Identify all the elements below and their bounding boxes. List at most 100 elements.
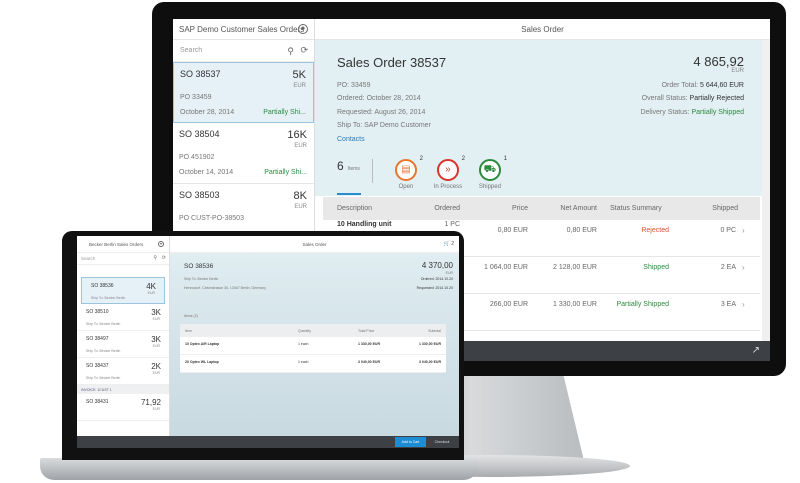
list-item[interactable]: SO 38431 71,92 EUR <box>77 394 169 421</box>
item-date: October 14, 2014 <box>179 169 234 176</box>
list-item[interactable]: SO 38497 3K EUR Ship To: Becker Berlin <box>77 331 169 358</box>
tab-in-process[interactable]: » 2 In Process <box>427 156 469 190</box>
item-title: SO 38437 <box>86 363 109 369</box>
overall-status: Overall Status: Partially Rejected <box>642 95 744 102</box>
col-net-amount: Net Amount <box>560 205 597 212</box>
item-title: SO 38431 <box>86 399 109 405</box>
tab-label: Shipped <box>478 184 501 190</box>
cell-ordered: 1 PC <box>444 221 460 228</box>
item-title: SO 38537 <box>180 69 221 79</box>
page-title: Sales Order 38537 <box>337 55 447 70</box>
order-currency: EUR <box>445 271 453 275</box>
cart-icon: 🛒 <box>443 241 450 247</box>
order-number: 4 370,00 <box>421 261 453 270</box>
ship-to-attr: Ship To: SAP Demo Customer <box>337 122 431 129</box>
item-ship-to: Ship To: Becker Berlin <box>86 376 121 380</box>
user-icon[interactable] <box>298 24 308 34</box>
tab-items[interactable]: 6 Items <box>337 159 361 195</box>
item-currency: EUR <box>147 291 155 295</box>
table-row[interactable]: 266,00 EUR 1 330,00 EUR Partially Shippe… <box>323 294 760 331</box>
cell-total-price: 3 040,00 EUR <box>358 360 380 364</box>
refresh-icon[interactable]: ⟳ <box>300 45 308 55</box>
list-item[interactable]: SO 38504 16K EUR PO 451902 October 14, 2014 P… <box>173 123 314 184</box>
master-title: Becker Berlin Sales Orders <box>89 242 144 247</box>
item-status: Partially Shi... <box>263 109 306 116</box>
col-subtotal: Subtotal <box>428 329 441 333</box>
cell-price: 1 064,00 EUR <box>484 264 528 271</box>
page-title: SO 38536 <box>184 263 214 270</box>
requested-attr: Requested: 2014.10.20 <box>416 286 453 290</box>
po-attr: PO: 33459 <box>337 82 371 89</box>
table-row[interactable]: 10 Handling unit 1 PC 0,80 EUR 0,80 EUR … <box>323 220 760 257</box>
item-currency: EUR <box>294 143 307 149</box>
item-number: 5K <box>292 69 306 81</box>
item-title: SO 38510 <box>86 309 109 315</box>
cell-net-amount: 1 330,00 EUR <box>553 301 597 308</box>
master-title: SAP Demo Customer Sales Orders <box>179 25 305 34</box>
truck-icon: ⛟ <box>478 159 501 181</box>
item-number: 2K <box>151 362 161 371</box>
list-item[interactable]: SO 38536 4K EUR Ship To: Becker Berlin <box>81 277 165 304</box>
cell-subtotal: 3 040,00 EUR <box>419 360 441 364</box>
table-row[interactable]: 1 064,00 EUR 2 128,00 EUR Shipped 2 EA › <box>323 257 760 294</box>
col-ordered: Ordered <box>434 205 460 212</box>
detail-page: Sales Order 🛒 2 SO 38536 Ship To: Becker … <box>170 236 459 436</box>
checkout-button[interactable]: Checkout <box>434 440 450 444</box>
item-number: 3K <box>151 308 161 317</box>
order-total: Order Total: 5 644,60 EUR <box>662 82 744 89</box>
cell-net-amount: 2 128,00 EUR <box>553 264 597 271</box>
user-icon[interactable] <box>158 241 164 247</box>
item-ship-to: Ship To: Becker Berlin <box>91 296 126 300</box>
cell-price: 266,00 EUR <box>489 301 528 308</box>
tab-separator <box>371 159 373 183</box>
detail-page: Sales Order Sales Order 38537 PO: 33459 … <box>315 19 770 341</box>
search-icon[interactable]: ⚲ <box>153 255 157 261</box>
footer-toolbar: Add to Cart Checkout <box>77 436 459 448</box>
master-header: SAP Demo Customer Sales Orders <box>173 19 314 40</box>
cell-item: 10 Optex A/R Laptop <box>185 342 220 346</box>
list-item[interactable]: SO 38437 2K EUR Ship To: Becker Berlin <box>77 358 169 385</box>
table-row[interactable]: 10 Optex A/R Laptop 1 each 1 330,00 EUR 1 3… <box>180 337 446 355</box>
item-title: SO 38504 <box>179 129 220 139</box>
table-row[interactable]: 20 Optex WL Laptop 1 each 3 040,00 EUR 3 04… <box>180 355 446 373</box>
chevron-right-icon[interactable]: › <box>742 263 745 272</box>
tab-shipped[interactable]: ⛟ 1 Shipped <box>469 156 511 190</box>
cell-subtotal: 1 330,00 EUR <box>419 342 441 346</box>
fast-forward-icon: » <box>436 159 459 181</box>
add-to-cart-button[interactable]: Add to Cart <box>395 437 426 447</box>
list-item[interactable]: SO 38537 5K EUR PO 33459 October 28, 2014 Par… <box>173 62 314 123</box>
search-placeholder: Search <box>81 256 96 261</box>
refresh-icon[interactable]: ⟳ <box>161 255 166 261</box>
order-currency: EUR <box>731 68 744 74</box>
ship-to-attr: Ship To: Becker Berlin <box>184 277 219 281</box>
detail-header: Sales Order <box>315 19 770 40</box>
cell-shipped: 3 EA <box>720 301 736 308</box>
item-number: 16K <box>287 129 307 141</box>
item-number: 3K <box>151 335 161 344</box>
cart-button[interactable]: 🛒 2 <box>444 241 454 247</box>
tab-open[interactable]: ▤ 2 Open <box>385 156 427 190</box>
items-table: Item Quantity Total Price Subtotal 10 Optex… <box>180 324 446 373</box>
search-placeholder: Search <box>180 47 203 54</box>
delivery-status-value: Partially Shipped <box>691 109 744 116</box>
order-total-label: Order Total: <box>661 82 699 89</box>
group-header: INVOICE: 1CUST 1 <box>77 385 169 394</box>
search-input[interactable]: Search ⚲ ⟳ <box>173 40 314 62</box>
chevron-right-icon[interactable]: › <box>742 226 745 235</box>
items-count: 6 <box>337 159 344 173</box>
cell-total-price: 1 330,00 EUR <box>358 342 380 346</box>
item-currency: EUR <box>152 344 160 348</box>
scrollbar[interactable] <box>762 40 770 341</box>
tab-label: Open <box>398 184 414 190</box>
search-icon[interactable]: ⚲ <box>287 46 294 56</box>
tab-label: In Process <box>433 184 463 190</box>
share-icon[interactable]: ↗ <box>751 345 760 356</box>
cell-description: 10 Handling unit <box>337 221 392 228</box>
list-item[interactable]: SO 38510 3K EUR Ship To: Becker Berlin <box>77 304 169 331</box>
search-input[interactable]: Search ⚲ ⟳ <box>77 253 169 265</box>
col-total-price: Total Price <box>358 329 375 333</box>
cell-net-amount: 0,80 EUR <box>566 227 597 234</box>
contacts-link[interactable]: Contacts <box>337 136 365 143</box>
chevron-right-icon[interactable]: › <box>742 300 745 309</box>
icon-tab-bar: 6 Items ▤ 2 Open » 2 In Process ⛟ 1 Shipped <box>337 156 511 195</box>
